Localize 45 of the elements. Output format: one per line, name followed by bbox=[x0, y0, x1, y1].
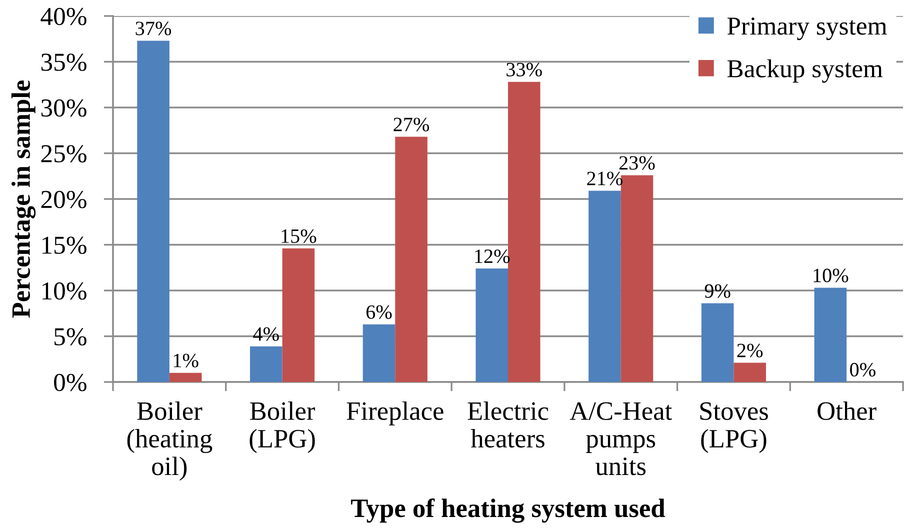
bar bbox=[282, 248, 315, 382]
y-tick-label: 25% bbox=[41, 145, 86, 162]
x-tick-label: Stoves (LPG) bbox=[700, 402, 768, 453]
y-tick-label: 15% bbox=[42, 236, 86, 254]
data-label: 2% bbox=[737, 344, 763, 358]
bar bbox=[476, 268, 508, 382]
data-label: 33% bbox=[506, 62, 542, 76]
y-tick-label: 0% bbox=[54, 374, 86, 392]
bar bbox=[137, 40, 170, 382]
data-label: 10% bbox=[814, 268, 848, 282]
x-tick-label: Boiler (LPG) bbox=[250, 401, 316, 453]
bar bbox=[395, 136, 428, 382]
bar bbox=[701, 303, 734, 382]
bar bbox=[734, 362, 766, 382]
x-tick-label: Electric heaters bbox=[468, 401, 548, 448]
bar bbox=[588, 190, 621, 382]
y-tick-label: 30% bbox=[41, 99, 86, 117]
data-label: 9% bbox=[704, 284, 730, 298]
data-label: 23% bbox=[619, 156, 655, 170]
data-label: 0% bbox=[850, 362, 876, 377]
data-label: 37% bbox=[136, 22, 172, 36]
bar bbox=[814, 288, 847, 382]
x-axis-title: Type of heating system used bbox=[351, 498, 666, 523]
y-tick-label: 40% bbox=[40, 8, 86, 26]
bar bbox=[250, 346, 282, 382]
bar bbox=[620, 175, 654, 382]
y-tick-label: 5% bbox=[54, 328, 86, 346]
data-label: 4% bbox=[253, 327, 279, 341]
x-tick-label: Fireplace bbox=[346, 401, 444, 426]
y-tick-label: 20% bbox=[41, 190, 86, 208]
legend-label: Backup system bbox=[727, 59, 883, 83]
x-tick-label: Boiler (heating oil) bbox=[127, 401, 212, 481]
data-label: 6% bbox=[366, 305, 392, 319]
data-label: 1% bbox=[174, 354, 198, 368]
data-label: 15% bbox=[282, 229, 316, 243]
data-label: 27% bbox=[394, 118, 430, 132]
x-tick-label: Other bbox=[818, 401, 876, 420]
bar bbox=[508, 82, 540, 382]
bar bbox=[362, 324, 396, 382]
x-tick-label: A/C-Heat pumps units bbox=[570, 402, 672, 476]
bar bbox=[169, 372, 202, 382]
legend-label: Primary system bbox=[727, 18, 887, 40]
y-tick-label: 10% bbox=[42, 282, 86, 300]
y-tick-label: 35% bbox=[41, 54, 86, 71]
y-axis-title: Percentage in sample bbox=[11, 80, 36, 318]
